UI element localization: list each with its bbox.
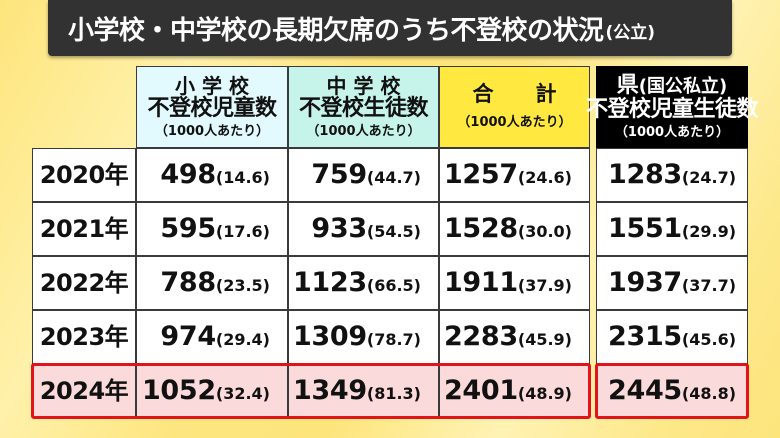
header-middle-note: （1000人あたり）: [306, 123, 421, 139]
elementary-rate: (14.6): [215, 168, 270, 187]
elementary-cell: 788(23.5): [136, 256, 288, 310]
header-middle-line2: 不登校生徒数: [298, 96, 429, 122]
middle-cell-highlighted: 1349(81.3): [288, 364, 439, 418]
prefecture-table: 県(国公私立) 不登校児童生徒数 （1000人あたり） 1283(24.7) 1…: [586, 66, 759, 418]
middle-count: 1349: [292, 375, 367, 406]
header-elementary-note: （1000人あたり）: [154, 123, 270, 139]
elementary-rate: (23.5): [215, 276, 270, 295]
header-prefecture-line1: 県(国公私立): [616, 72, 728, 99]
prefecture-cell-highlighted: 2445(48.8): [596, 364, 748, 418]
header-prefecture: 県(国公私立) 不登校児童生徒数 （1000人あたり）: [586, 66, 759, 148]
elementary-count: 1052: [141, 375, 216, 406]
total-rate: (45.9): [517, 330, 572, 349]
header-elementary-line1: 小 学 校: [175, 73, 249, 98]
title-bar: 小学校・中学校の長期欠席のうち不登校の状況 (公立): [48, 0, 732, 56]
total-rate: (30.0): [517, 222, 572, 241]
prefecture-count: 1283: [607, 159, 682, 190]
middle-rate: (44.7): [366, 168, 421, 187]
prefecture-rate: (37.7): [681, 276, 737, 295]
total-cell: 1528(30.0): [439, 202, 590, 256]
elementary-cell: 498(14.6): [136, 148, 288, 202]
year-cell-highlighted: 2024年: [32, 364, 136, 418]
prefecture-rate: (24.7): [681, 168, 737, 187]
header-total-line1: 合 計: [472, 82, 557, 107]
header-elementary: 小 学 校 不登校児童数 （1000人あたり）: [136, 66, 288, 148]
total-count: 2401: [443, 375, 518, 406]
elementary-rate: (29.4): [215, 330, 270, 349]
middle-count: 1123: [292, 267, 367, 298]
prefecture-rate: (45.6): [681, 330, 737, 349]
header-year-empty: [32, 66, 136, 148]
elementary-rate: (17.6): [215, 222, 270, 241]
year-cell: 2021年: [32, 202, 136, 256]
total-rate: (48.9): [517, 384, 572, 403]
header-middle: 中 学 校 不登校生徒数 （1000人あたり）: [288, 66, 439, 148]
elementary-count: 788: [160, 267, 216, 298]
header-total-note: （1000人あたり）: [457, 114, 572, 130]
header-middle-line1: 中 学 校: [326, 73, 401, 98]
year-cell: 2022年: [32, 256, 136, 310]
prefecture-count: 1551: [607, 213, 682, 244]
prefecture-count: 2445: [607, 375, 682, 406]
total-count: 1528: [443, 213, 518, 244]
middle-cell: 1309(78.7): [288, 310, 439, 364]
total-cell-highlighted: 2401(48.9): [439, 364, 590, 418]
prefecture-cell: 1551(29.9): [596, 202, 748, 256]
prefecture-rate: (48.8): [681, 384, 737, 403]
main-table: 小 学 校 不登校児童数 （1000人あたり） 中 学 校 不登校生徒数 （10…: [32, 66, 590, 418]
prefecture-count: 1937: [607, 267, 682, 298]
prefecture-cell: 1937(37.7): [596, 256, 748, 310]
total-rate: (37.9): [517, 276, 572, 295]
prefecture-cell: 1283(24.7): [596, 148, 748, 202]
prefecture-cell: 2315(45.6): [596, 310, 748, 364]
header-total: 合 計 （1000人あたり）: [439, 66, 590, 148]
elementary-cell: 595(17.6): [136, 202, 288, 256]
elementary-count: 595: [160, 213, 216, 244]
total-count: 1911: [443, 267, 518, 298]
elementary-rate: (32.4): [215, 384, 270, 403]
middle-count: 759: [311, 159, 367, 190]
header-prefecture-main: 県: [616, 72, 639, 98]
middle-cell: 759(44.7): [288, 148, 439, 202]
page-title-suffix: (公立): [605, 22, 656, 43]
page-title: 小学校・中学校の長期欠席のうち不登校の状況: [68, 15, 604, 46]
middle-rate: (54.5): [366, 222, 421, 241]
header-prefecture-line2: 不登校児童生徒数: [586, 97, 759, 123]
elementary-cell-highlighted: 1052(32.4): [136, 364, 288, 418]
elementary-count: 498: [160, 159, 216, 190]
total-count: 1257: [443, 159, 518, 190]
header-prefecture-sub: (国公私立): [638, 75, 728, 97]
total-rate: (24.6): [517, 168, 572, 187]
middle-cell: 1123(66.5): [288, 256, 439, 310]
total-cell: 1911(37.9): [439, 256, 590, 310]
middle-rate: (66.5): [366, 276, 421, 295]
prefecture-rate: (29.9): [681, 222, 737, 241]
total-count: 2283: [443, 321, 518, 352]
total-cell: 2283(45.9): [439, 310, 590, 364]
middle-count: 1309: [292, 321, 367, 352]
header-elementary-line2: 不登校児童数: [147, 96, 277, 122]
middle-rate: (78.7): [366, 330, 421, 349]
elementary-count: 974: [160, 321, 216, 352]
middle-count: 933: [311, 213, 367, 244]
total-cell: 1257(24.6): [439, 148, 590, 202]
prefecture-count: 2315: [607, 321, 682, 352]
year-cell: 2020年: [32, 148, 136, 202]
year-cell: 2023年: [32, 310, 136, 364]
elementary-cell: 974(29.4): [136, 310, 288, 364]
header-prefecture-note: （1000人あたり）: [614, 124, 730, 140]
middle-cell: 933(54.5): [288, 202, 439, 256]
middle-rate: (81.3): [366, 384, 421, 403]
